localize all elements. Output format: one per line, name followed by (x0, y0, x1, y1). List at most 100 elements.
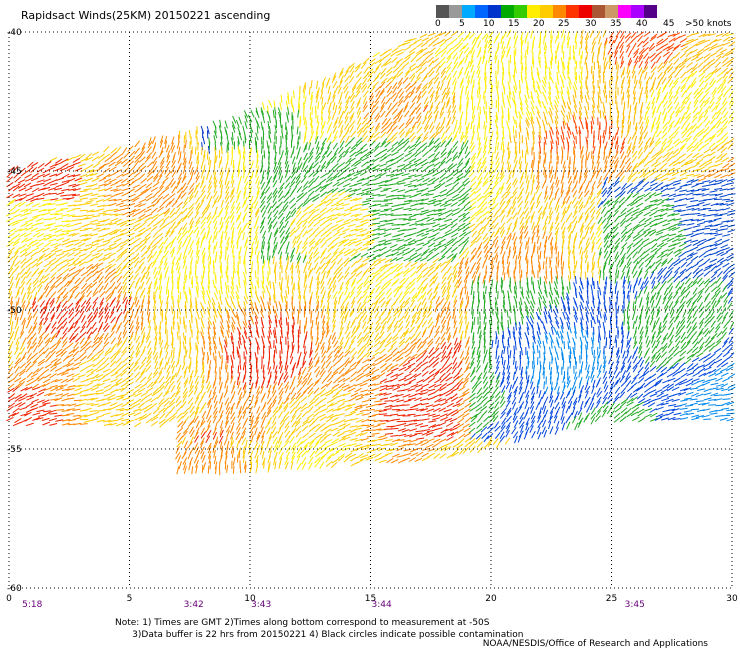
wind-barb (697, 87, 704, 95)
wind-barb (321, 96, 324, 105)
wind-barb (655, 41, 664, 47)
wind-barb (508, 150, 511, 160)
wind-barb (313, 251, 320, 259)
wind-barb (439, 197, 447, 203)
wind-barb (278, 171, 282, 180)
wind-barb (561, 30, 565, 39)
wind-barb (226, 236, 230, 245)
wind-barb (477, 102, 480, 111)
wind-barb (421, 161, 429, 167)
wind-barb (661, 197, 670, 202)
wind-barb (638, 54, 644, 63)
wind-barb (332, 163, 339, 170)
wind-barb (716, 76, 723, 84)
wind-barb (519, 97, 523, 106)
wind-barb (668, 233, 677, 237)
wind-barb (151, 251, 158, 259)
wind-barb (229, 195, 235, 203)
wind-barb (361, 182, 370, 187)
wind-barb (344, 187, 352, 193)
wind-barb (396, 179, 405, 183)
wind-barb (428, 70, 435, 78)
wind-barb (145, 193, 153, 199)
wind-barb (330, 223, 339, 229)
wind-barb (602, 130, 605, 139)
wind-barb (435, 122, 441, 130)
wind-barb (295, 175, 301, 184)
wind-barb (338, 232, 346, 237)
wind-barb (110, 217, 118, 222)
wind-barb (531, 221, 535, 230)
wind-barb (615, 30, 621, 38)
wind-barb (255, 176, 260, 184)
wind-barb (408, 232, 417, 237)
wind-barb (138, 208, 146, 214)
wind-barb (285, 210, 291, 219)
wind-barb (710, 145, 718, 152)
wind-barb (697, 115, 703, 123)
wind-barb (441, 95, 445, 104)
wind-barb (363, 277, 369, 285)
wind-barb (651, 267, 658, 274)
wind-barb (532, 84, 536, 93)
wind-barb (482, 91, 485, 100)
wind-barb (383, 187, 392, 190)
wind-barb (320, 173, 328, 179)
wind-barb (439, 202, 448, 207)
wind-barb (255, 110, 260, 119)
wind-barb (299, 119, 302, 128)
wind-barb (428, 262, 436, 269)
wind-barb (524, 195, 529, 204)
wind-barb (711, 87, 717, 95)
wind-barb (356, 82, 362, 90)
wind-barb (544, 185, 548, 194)
wind-barb (427, 209, 436, 213)
wind-barb (484, 84, 487, 93)
wind-barb (531, 44, 534, 53)
wind-barb (541, 180, 546, 189)
wind-barb (698, 71, 706, 78)
wind-barb (468, 32, 475, 40)
wind-barb (83, 202, 92, 205)
wind-barb (525, 70, 527, 79)
wind-barb (230, 206, 235, 214)
wind-barb (408, 227, 417, 231)
wind-barb (360, 148, 368, 154)
wind-barb (452, 70, 458, 79)
wind-barb (638, 172, 646, 179)
wind-barb (25, 197, 34, 202)
wind-barb (308, 181, 314, 188)
wind-barb (206, 215, 212, 224)
wind-barb (628, 80, 631, 89)
wind-barb (193, 226, 199, 234)
wind-barb (719, 224, 729, 228)
wind-barb (562, 120, 565, 129)
wind-barb (308, 86, 311, 95)
wind-barb (68, 188, 77, 191)
wind-barb (379, 105, 385, 113)
wind-barb (121, 192, 129, 197)
wind-barb (360, 219, 369, 223)
wind-barb (313, 216, 321, 222)
wind-barb (506, 40, 510, 49)
wind-barb (402, 247, 410, 252)
wind-barb (325, 236, 333, 242)
wind-barb (197, 142, 199, 151)
wind-barb (662, 115, 667, 124)
wind-barb (672, 182, 681, 186)
wind-barb (487, 45, 493, 54)
wind-barb (609, 159, 615, 168)
wind-barb (390, 161, 399, 166)
wind-barb (215, 155, 218, 164)
wind-barb (397, 110, 403, 118)
wind-barb (90, 193, 99, 197)
wind-barb (603, 221, 609, 229)
wind-barb (451, 135, 458, 143)
wind-barb (296, 141, 300, 150)
wind-barb (638, 52, 644, 60)
wind-barb (432, 194, 441, 199)
wind-barb (578, 240, 582, 249)
wind-barb (709, 190, 718, 193)
wind-barb (255, 132, 259, 141)
wind-barb (704, 43, 712, 49)
